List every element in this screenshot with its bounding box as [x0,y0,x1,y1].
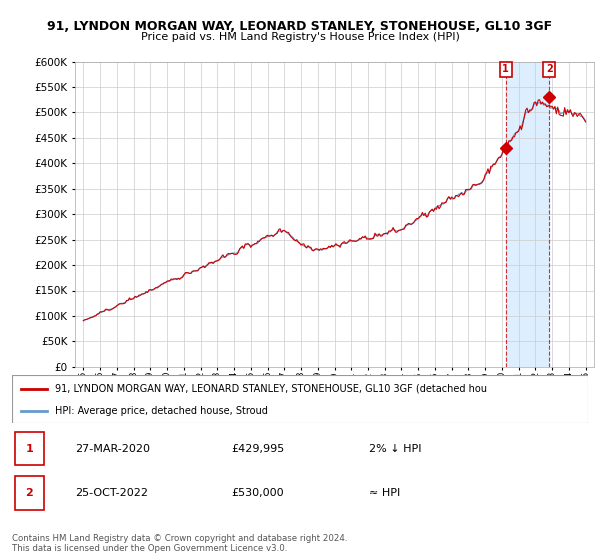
Text: 2: 2 [25,488,33,498]
Text: 27-MAR-2020: 27-MAR-2020 [76,444,151,454]
Text: 91, LYNDON MORGAN WAY, LEONARD STANLEY, STONEHOUSE, GL10 3GF: 91, LYNDON MORGAN WAY, LEONARD STANLEY, … [47,20,553,32]
Text: £530,000: £530,000 [231,488,284,498]
Text: Contains HM Land Registry data © Crown copyright and database right 2024.
This d: Contains HM Land Registry data © Crown c… [12,534,347,553]
Text: 91, LYNDON MORGAN WAY, LEONARD STANLEY, STONEHOUSE, GL10 3GF (detached hou: 91, LYNDON MORGAN WAY, LEONARD STANLEY, … [55,384,487,394]
Text: ≈ HPI: ≈ HPI [369,488,400,498]
Text: 1: 1 [502,64,509,74]
Text: 1: 1 [25,444,33,454]
Text: £429,995: £429,995 [231,444,284,454]
Text: HPI: Average price, detached house, Stroud: HPI: Average price, detached house, Stro… [55,406,268,416]
Text: 2% ↓ HPI: 2% ↓ HPI [369,444,422,454]
Text: Price paid vs. HM Land Registry's House Price Index (HPI): Price paid vs. HM Land Registry's House … [140,32,460,43]
Text: 25-OCT-2022: 25-OCT-2022 [76,488,148,498]
Text: 2: 2 [546,64,553,74]
Bar [506,62,549,367]
Bar [15,432,44,465]
Bar [15,477,44,510]
